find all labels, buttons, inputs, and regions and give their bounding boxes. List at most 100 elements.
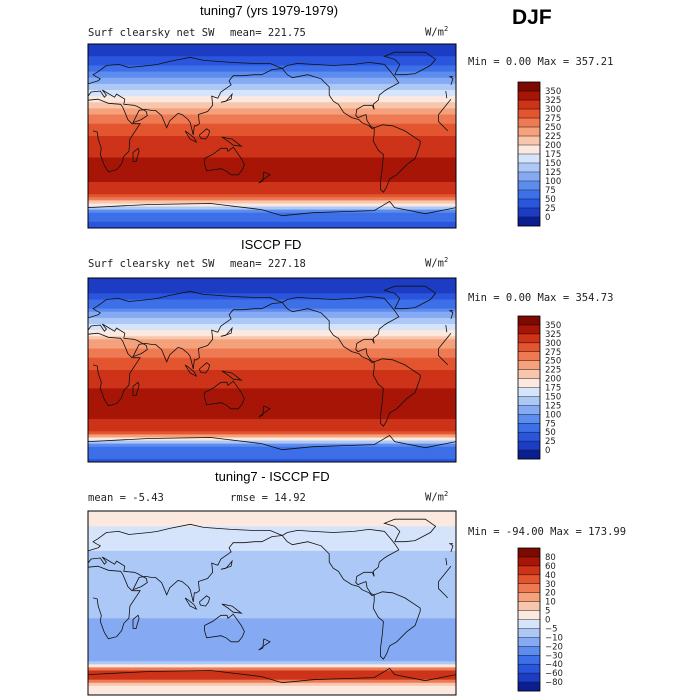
field-band: [88, 443, 456, 448]
continent-outline: [132, 147, 140, 162]
colorbar-tick-label: −80: [545, 678, 563, 688]
colorbar-swatch: [518, 592, 540, 602]
field-band: [88, 108, 456, 113]
panel-2-variable-label: Surf clearsky net SW: [88, 258, 215, 270]
colorbar-tick-label: 75: [545, 186, 556, 196]
colorbar-swatch: [518, 342, 540, 353]
field-band: [88, 434, 456, 439]
field-band: [88, 664, 456, 668]
field-band: [88, 77, 456, 82]
field-band: [88, 163, 456, 168]
field-band: [88, 166, 456, 171]
colorbar-tick-label: 275: [545, 348, 561, 358]
field-band: [88, 553, 456, 558]
continent-outline: [281, 61, 400, 130]
field-band: [88, 575, 456, 580]
field-band: [88, 652, 456, 656]
field-band: [88, 330, 456, 334]
field-band: [88, 142, 456, 146]
panel-3-title: tuning7 - ISCCP FD: [215, 469, 330, 484]
colorbar-swatch: [518, 360, 540, 370]
colorbar-swatch: [518, 565, 540, 576]
colorbar-tick-label: 40: [545, 571, 556, 581]
colorbar-tick-label: 300: [545, 339, 561, 349]
continent-outline: [88, 290, 448, 370]
field-band: [88, 114, 456, 119]
colorbar-swatch: [518, 396, 540, 406]
continent-outline: [383, 51, 437, 76]
field-band: [88, 215, 456, 220]
continent-outline: [372, 124, 421, 193]
field-band: [88, 139, 456, 143]
field-band: [88, 148, 456, 152]
field-band: [88, 428, 456, 432]
colorbar-tick-label: −10: [545, 633, 563, 643]
field-band: [88, 590, 456, 595]
field-band: [88, 281, 456, 285]
field-band: [88, 53, 456, 57]
field-band: [88, 455, 456, 460]
field-band: [88, 299, 456, 304]
field-band: [88, 621, 456, 626]
field-band: [88, 419, 456, 423]
field-band: [88, 197, 456, 201]
continent-outline: [88, 200, 456, 228]
map-panel-1: [87, 43, 457, 229]
colorbar-tick-label: 150: [545, 159, 561, 169]
field-band: [88, 71, 456, 76]
field-band: [88, 339, 456, 343]
field-band: [88, 327, 456, 331]
colorbar-tick-label: 80: [545, 553, 556, 563]
field-band: [88, 203, 456, 208]
continent-outline: [199, 362, 211, 374]
field-band: [88, 560, 456, 564]
continent-outline: [258, 638, 271, 651]
field-band: [88, 324, 456, 328]
colorbar-tick-label: −60: [545, 669, 563, 679]
colorbar-tick-label: 250: [545, 357, 561, 367]
continent-outline: [220, 92, 233, 103]
panel-1-minmax: Min = 0.00 Max = 357.21: [468, 56, 614, 68]
map-field-2: [88, 278, 456, 462]
field-band: [88, 305, 456, 310]
colorbar-tick-label: 175: [545, 150, 561, 160]
colorbar-tick-label: 100: [545, 410, 561, 420]
field-band: [88, 278, 456, 282]
field-band: [88, 145, 456, 149]
colorbar-swatch: [518, 387, 540, 397]
field-band: [88, 520, 456, 524]
field-band: [88, 290, 456, 294]
colorbar-swatch: [518, 655, 540, 665]
colorbar-swatch: [518, 172, 540, 182]
field-band: [88, 391, 456, 396]
field-band: [88, 569, 456, 573]
field-band: [88, 612, 456, 616]
continent-outline: [372, 591, 421, 660]
field-band: [88, 194, 456, 198]
field-band: [88, 182, 456, 186]
field-band: [88, 160, 456, 165]
field-band: [88, 314, 456, 319]
colorbar-tick-label: −30: [545, 651, 563, 661]
continent-outline: [88, 667, 456, 695]
colorbar-swatch: [518, 450, 540, 460]
continent-outline: [448, 310, 454, 320]
colorbar-swatch: [518, 432, 540, 442]
continent-outline: [220, 559, 233, 570]
field-band: [88, 308, 456, 313]
colorbar-swatch: [518, 136, 540, 146]
colorbar-tick-label: 275: [545, 114, 561, 124]
field-band: [88, 382, 456, 386]
field-band: [88, 311, 456, 316]
field-band: [88, 412, 456, 417]
continent-outline: [204, 380, 245, 410]
colorbar-tick-label: 5: [545, 607, 550, 617]
colorbar-swatch: [518, 378, 540, 388]
colorbar-swatch: [518, 333, 540, 344]
colorbar-swatch: [518, 100, 540, 110]
colorbar-swatch: [518, 628, 540, 638]
map-frame: [87, 277, 457, 463]
colorbar-tick-label: 30: [545, 580, 556, 590]
field-band: [88, 609, 456, 613]
